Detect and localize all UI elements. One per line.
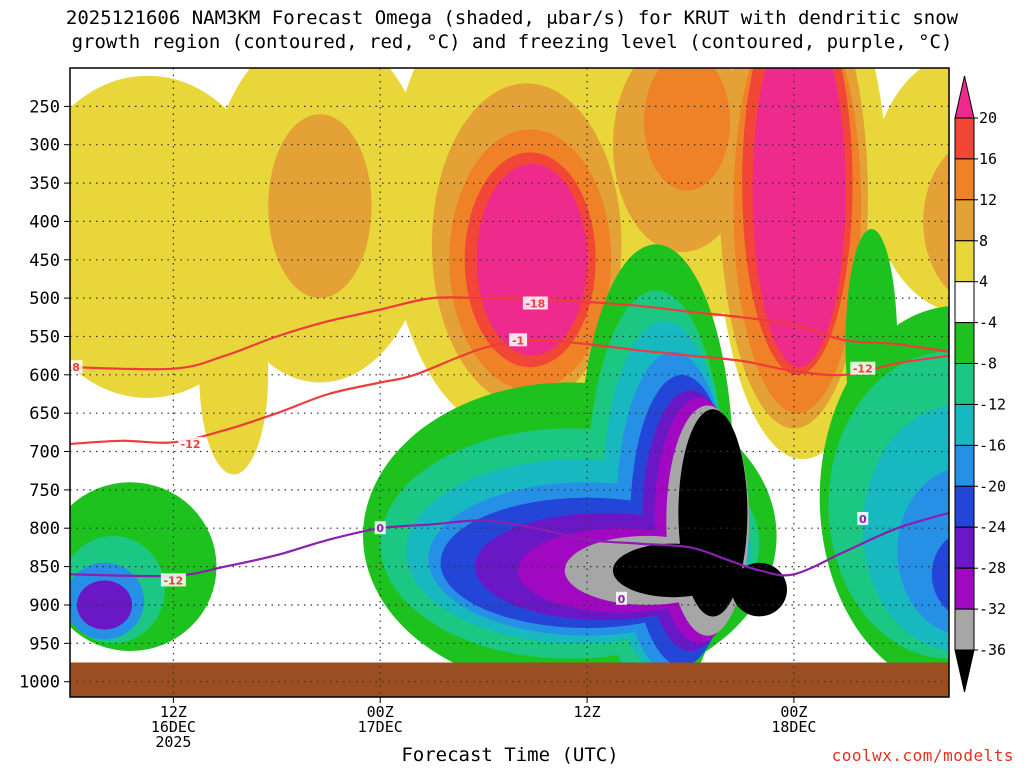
colorbar-label: -4 xyxy=(979,314,997,332)
colorbar-swatch xyxy=(954,281,975,324)
omega-shade-region xyxy=(268,114,372,299)
contour-label-bg xyxy=(616,591,627,605)
contour-label-bg xyxy=(857,512,869,525)
omega-shade-region xyxy=(678,409,748,617)
colorbar-label: -12 xyxy=(979,396,1006,414)
y-tick-label: 900 xyxy=(29,596,60,616)
contour-label: 0 xyxy=(859,513,867,526)
y-tick-label: 1000 xyxy=(19,673,60,693)
y-tick-label: 850 xyxy=(29,558,60,578)
colorbar-label: 16 xyxy=(979,150,997,168)
x-tick-label: 12Z xyxy=(160,703,187,721)
colorbar-label: -28 xyxy=(979,559,1006,577)
contour-label-bg xyxy=(160,573,186,587)
y-tick-label: 800 xyxy=(29,519,60,539)
contour-label: -12 xyxy=(181,438,201,451)
chart-title-line-2: growth region (contoured, red, °C) and f… xyxy=(71,31,953,53)
y-tick-label: 300 xyxy=(29,136,60,156)
colorbar-label: 4 xyxy=(979,273,988,291)
omega-shade-region xyxy=(76,580,133,630)
colorbar-swatch xyxy=(954,526,975,569)
colorbar-swatch xyxy=(954,117,975,160)
grid xyxy=(70,68,949,697)
y-tick-label: 700 xyxy=(29,443,60,463)
x-tick-label: 00Z xyxy=(780,703,807,721)
contour-label-bg xyxy=(850,361,876,375)
contour-label-bg xyxy=(374,521,386,535)
colorbar-swatch xyxy=(954,485,975,528)
terrain-below-surface xyxy=(70,662,949,697)
contour-label: -1 xyxy=(512,334,524,347)
y-tick-label: 500 xyxy=(29,289,60,309)
colorbar: 20 16 12 8 4 -4 -8 -12 -16 -20 -24 -28 -32 -36 xyxy=(954,75,1006,693)
credit-link[interactable]: coolwx.com/modelts xyxy=(831,746,1014,765)
colorbar-swatch xyxy=(954,199,975,242)
colorbar-label: 20 xyxy=(979,109,997,127)
freezing-level-contour xyxy=(70,511,949,578)
y-tick-label: 950 xyxy=(29,634,60,654)
y-tick-label: 450 xyxy=(29,251,60,271)
colorbar-label: -16 xyxy=(979,436,1006,454)
contour-label-bg xyxy=(70,360,83,374)
omega-shade-region xyxy=(752,68,846,368)
colorbar-label: -8 xyxy=(979,355,997,373)
y-tick-label: 400 xyxy=(29,212,60,232)
y-axis: 250 300 350 400 450 500 550 600 650 700 750 800 850 9… xyxy=(19,97,70,693)
omega-shade-region xyxy=(643,68,731,191)
x-tick-label: 2025 xyxy=(155,733,191,751)
contour-label: -18 xyxy=(60,361,80,374)
omega-shading xyxy=(70,68,949,697)
y-tick-label: 250 xyxy=(29,97,60,117)
plot-frame xyxy=(69,67,950,698)
colorbar-swatch xyxy=(954,608,975,651)
colorbar-swatch xyxy=(954,567,975,610)
omega-shade-region xyxy=(731,562,788,617)
colorbar-extend-top xyxy=(954,75,975,119)
y-tick-label: 350 xyxy=(29,174,60,194)
colorbar-label: -32 xyxy=(979,600,1006,618)
y-tick-label: 550 xyxy=(29,328,60,348)
x-tick-label: 17DEC xyxy=(358,718,403,736)
colorbar-label: -20 xyxy=(979,477,1006,495)
chart-title-line-1: 2025121606 NAM3KM Forecast Omega (shaded… xyxy=(65,7,959,29)
contour-label: -18 xyxy=(525,298,545,311)
contour-label-bg xyxy=(178,436,204,450)
dgz-contour-minus12 xyxy=(70,339,949,445)
colorbar-swatch xyxy=(954,158,975,201)
contour-label: 0 xyxy=(618,593,626,606)
x-tick-label: 16DEC xyxy=(151,718,196,736)
colorbar-swatch xyxy=(954,363,975,405)
omega-shade-region xyxy=(923,152,949,291)
contour-labels: -18 -12 -12 -18 -1 -12 0 0 0 xyxy=(60,296,876,606)
y-tick-label: 750 xyxy=(29,481,60,501)
x-tick-label: 12Z xyxy=(574,703,601,721)
colorbar-swatch xyxy=(954,444,975,487)
omega-shade-region xyxy=(931,537,949,612)
contour-label: -12 xyxy=(163,574,183,587)
colorbar-label: 12 xyxy=(979,191,997,209)
contour-label-bg xyxy=(522,296,548,310)
terrain-layer xyxy=(70,662,949,697)
colorbar-extend-bottom xyxy=(954,649,975,693)
y-tick-label: 650 xyxy=(29,404,60,424)
colorbar-label: 8 xyxy=(979,232,988,250)
contour-label-bg xyxy=(509,333,528,347)
colorbar-swatch xyxy=(954,322,975,365)
x-tick-label: 18DEC xyxy=(771,718,816,736)
y-tick-label: 600 xyxy=(29,366,60,386)
x-axis-title: Forecast Time (UTC) xyxy=(401,744,619,766)
contour-label: 0 xyxy=(376,522,384,535)
colorbar-label: -24 xyxy=(979,518,1006,536)
contour-label: -12 xyxy=(853,363,873,376)
colorbar-swatch xyxy=(954,404,975,446)
x-tick-label: 00Z xyxy=(367,703,394,721)
colorbar-label: -36 xyxy=(979,641,1006,659)
colorbar-swatch xyxy=(954,240,975,283)
